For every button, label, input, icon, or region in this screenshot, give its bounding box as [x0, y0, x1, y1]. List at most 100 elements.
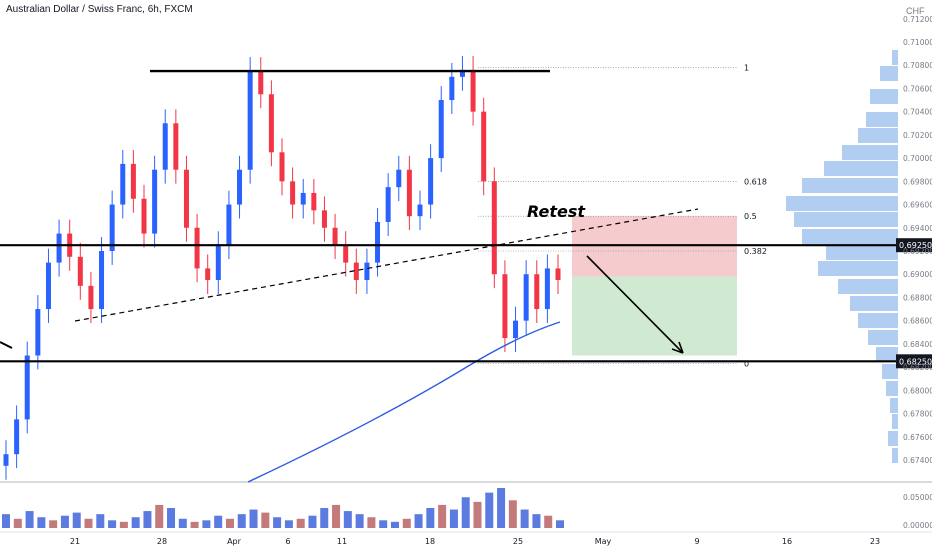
price-tick-label: 0.68400: [903, 340, 932, 349]
price-tick-label: 0.70800: [903, 61, 932, 70]
volume-bar: [485, 492, 494, 528]
volume-bar: [332, 504, 341, 528]
candle-body: [300, 192, 306, 205]
price-tick-label: 0.68600: [903, 317, 932, 326]
retest-annotation: Retest: [527, 202, 586, 221]
volume-profile: [786, 50, 898, 463]
price-tick-label: 0.68200: [903, 363, 932, 372]
candle-body: [544, 268, 550, 310]
trade-zones: [572, 216, 737, 356]
candle-body: [438, 100, 444, 159]
fib-level-label: 0.382: [744, 247, 767, 256]
fib-level-label: 0: [744, 360, 749, 369]
volume-bar: [202, 520, 211, 528]
volume-bar: [155, 504, 164, 528]
volume-profile-bar: [842, 145, 898, 160]
trend-drawings: Retest: [0, 202, 699, 354]
volume-profile-bar: [868, 330, 898, 345]
candle-body: [417, 204, 423, 217]
time-tick-label: Apr: [227, 537, 242, 546]
volume-profile-bar: [882, 364, 898, 379]
candle-body: [375, 221, 381, 263]
key-level-tag: [896, 238, 932, 253]
volume-bar: [131, 517, 140, 528]
price-tick-label: 0.68800: [903, 293, 932, 302]
volume-axis: 0.05000 0.00000: [903, 493, 932, 530]
volume-bar: [556, 520, 564, 528]
volume-profile-bar: [866, 112, 898, 127]
volume-profile-bar: [892, 414, 898, 429]
volume-bar: [308, 515, 317, 528]
candle-body: [343, 245, 349, 263]
stop-loss-zone: [572, 216, 737, 277]
candle-body: [45, 262, 51, 310]
volume-bar: [60, 515, 69, 528]
volume-profile-bar: [826, 245, 898, 260]
price-tick-label: 0.69400: [903, 224, 932, 233]
volume-bar: [178, 518, 187, 528]
time-tick-label: 18: [425, 537, 435, 546]
candle-body: [449, 76, 455, 101]
candle-body: [481, 111, 487, 182]
volume-bar: [367, 517, 376, 528]
volume-profile-bar: [786, 196, 898, 211]
volume-profile-bar: [802, 229, 898, 244]
candle-body: [321, 210, 327, 228]
candle-body: [3, 454, 9, 466]
candle-body: [385, 187, 391, 222]
volume-bar: [320, 508, 329, 528]
fib-level-label: 0.5: [744, 212, 757, 221]
volume-bar: [402, 518, 411, 528]
price-tick-label: 0.71000: [903, 38, 932, 47]
currency-label: CHF: [906, 6, 925, 16]
volume-bar: [438, 504, 447, 528]
candle-body: [173, 123, 179, 170]
time-tick-label: 6: [285, 537, 290, 546]
candle-body: [290, 181, 296, 205]
price-tick-label: 0.67600: [903, 433, 932, 442]
candle-body: [311, 192, 317, 211]
volume-profile-bar: [890, 398, 898, 413]
volume-bars: [2, 488, 564, 528]
volume-bar: [249, 509, 258, 528]
volume-bar: [449, 509, 458, 528]
candle-body: [258, 71, 264, 95]
volume-profile-bar: [870, 89, 898, 104]
price-tick-label: 0.70200: [903, 131, 932, 140]
key-level-tag: [896, 354, 932, 369]
volume-bar: [532, 514, 541, 528]
candle-body: [56, 233, 62, 263]
volume-profile-bar: [838, 279, 898, 294]
candle-body: [353, 262, 359, 281]
price-tick-label: 0.69600: [903, 201, 932, 210]
price-tick-label: 0.67800: [903, 410, 932, 419]
volume-bar: [284, 520, 293, 528]
time-tick-label: 21: [70, 537, 80, 546]
volume-bar: [426, 508, 435, 528]
price-tick-label: 0.69800: [903, 177, 932, 186]
volume-bar: [355, 514, 364, 528]
time-axis[interactable]: 21 28 Apr 6 11 18 25 May 9 16 23: [70, 537, 880, 546]
candle-body: [24, 355, 30, 420]
volume-bar: [461, 497, 470, 528]
candle-body: [152, 169, 158, 234]
volume-bar: [225, 518, 234, 528]
volume-profile-bar: [802, 178, 898, 193]
volume-bar: [497, 488, 506, 528]
candle-body: [534, 274, 540, 310]
fibonacci-levels: 1 0.618 0.5 0.382 0: [478, 64, 767, 369]
trendline-stub: [0, 341, 13, 349]
horizontal-levels: 0.69250 0.68250: [0, 69, 932, 369]
volume-bar: [190, 521, 199, 528]
price-axis[interactable]: 0.71200 0.71000 0.70800 0.70600 0.70400 0.702…: [903, 15, 932, 465]
price-tick-label: 0.70400: [903, 108, 932, 117]
time-tick-label: 11: [337, 537, 347, 546]
volume-profile-bar: [850, 296, 898, 311]
candle-body: [396, 169, 402, 188]
volume-bar: [473, 501, 482, 528]
volume-bar: [261, 512, 270, 528]
volume-bar: [2, 514, 10, 528]
key-level-tag-label: 0.68250: [899, 357, 932, 366]
volume-bar: [296, 518, 305, 528]
